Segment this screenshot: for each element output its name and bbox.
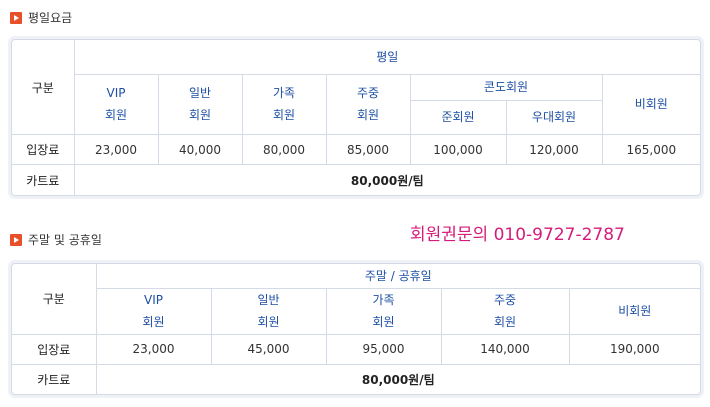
col-vip-member: VIP 회원 (96, 287, 212, 335)
col-general-member: 일반 회원 (210, 287, 327, 335)
fee-cell: 165,000 (601, 134, 701, 166)
col-condo-preferred: 우대회원 (505, 99, 602, 136)
weekend-title-text: 주말 및 공휴일 (28, 233, 102, 247)
col-nonmember: 비회원 (568, 287, 701, 335)
arrow-bullet-icon (10, 11, 22, 24)
row-header-division: 구분 (12, 264, 97, 335)
cart-fee-value: 80,000원/팀 (95, 363, 701, 394)
col-weekday-member: 주중 회원 (325, 73, 411, 136)
cart-fee-value: 80,000원/팀 (73, 164, 701, 195)
fee-cell: 45,000 (210, 333, 327, 365)
col-nonmember: 비회원 (601, 73, 701, 136)
fee-cell: 100,000 (409, 134, 507, 166)
fee-cell: 120,000 (505, 134, 603, 166)
col-family-member: 가족 회원 (241, 73, 327, 136)
row-label-cart-fee: 카트료 (12, 164, 75, 195)
fee-cell: 95,000 (325, 333, 442, 365)
row-label-entrance-fee: 입장료 (12, 333, 97, 365)
row-label-entrance-fee: 입장료 (12, 134, 75, 166)
col-condo-member: 콘도회원 (409, 73, 603, 101)
weekday-section-title: 평일요금 (10, 9, 72, 26)
row-label-cart-fee: 카트료 (12, 363, 97, 394)
col-general-member: 일반 회원 (157, 73, 243, 136)
col-vip-member: VIP 회원 (74, 73, 159, 136)
fee-cell: 190,000 (568, 333, 701, 365)
fee-cell: 40,000 (157, 134, 243, 166)
fee-cell: 140,000 (440, 333, 570, 365)
col-family-member: 가족 회원 (325, 287, 442, 335)
col-condo-associate: 준회원 (410, 99, 507, 136)
fee-cell: 23,000 (73, 134, 159, 166)
weekend-fee-table: 구분 주말 / 공휴일 VIP 회원 일반 회원 가족 회원 주중 회원 비회원 입장료… (11, 263, 701, 395)
fee-cell: 23,000 (95, 333, 212, 365)
weekday-title-text: 평일요금 (28, 11, 73, 25)
membership-inquiry-phone: 회원권문의 010-9727-2787 (410, 225, 625, 245)
weekend-group-header: 주말 / 공휴일 (95, 264, 701, 289)
weekday-group-header: 평일 (73, 40, 701, 75)
col-weekday-member: 주중 회원 (440, 287, 570, 335)
weekend-section-title: 주말 및 공휴일 (10, 231, 102, 248)
weekday-fee-table: 구분 평일 VIP 회원 일반 회원 가족 회원 주중 회원 콘도회원 비회원 준회원 … (11, 39, 701, 196)
fee-cell: 80,000 (241, 134, 327, 166)
fee-cell: 85,000 (325, 134, 411, 166)
row-header-division: 구분 (12, 40, 75, 136)
arrow-bullet-icon (10, 233, 22, 246)
